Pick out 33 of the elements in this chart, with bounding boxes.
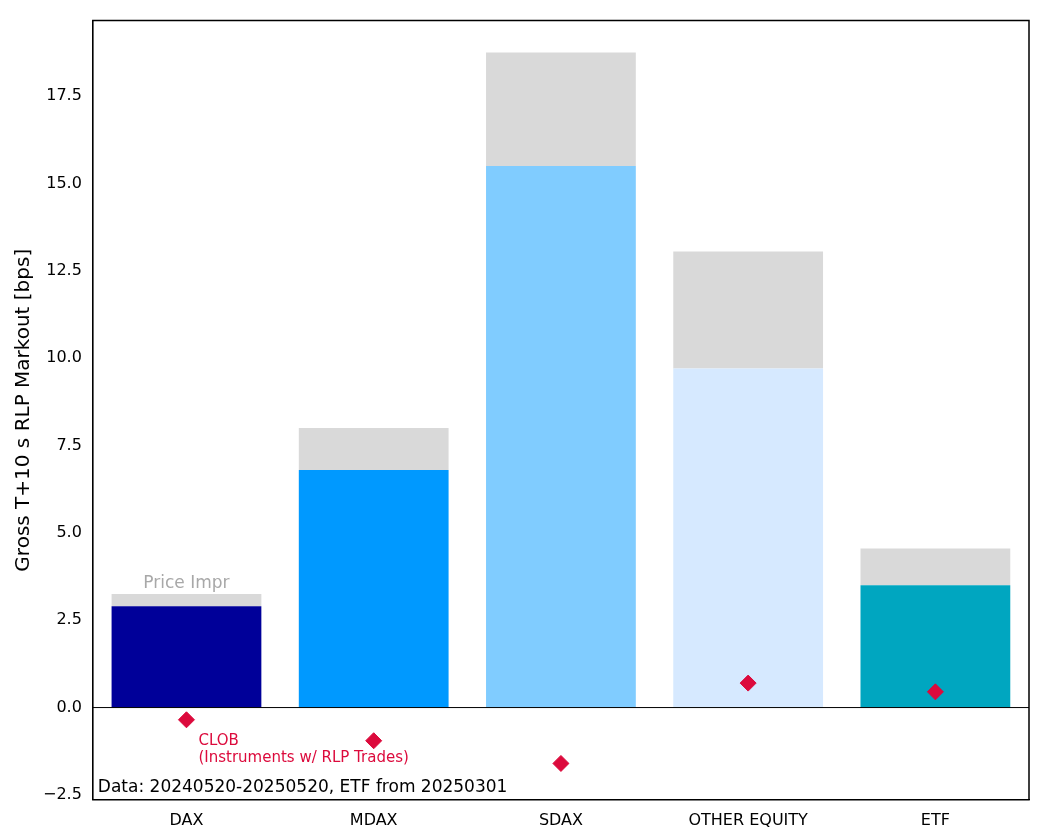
point bbox=[177, 711, 195, 729]
point bbox=[926, 683, 944, 701]
series-label: Price Impr bbox=[143, 571, 230, 592]
y-tick-label: 15.0 bbox=[46, 172, 82, 192]
x-tick-label: MDAX bbox=[349, 809, 398, 829]
x-tick-label: SDAX bbox=[538, 809, 584, 829]
y-axis-title: Gross T+10 s RLP Markout [bps] bbox=[10, 248, 35, 572]
bar bbox=[298, 428, 449, 470]
point bbox=[365, 732, 383, 750]
x-tick-label: OTHER EQUITY bbox=[688, 809, 809, 829]
series-label: CLOB (Instruments w/ RLP Trades) bbox=[198, 731, 409, 767]
bar bbox=[111, 593, 262, 607]
y-tick-label: −2.5 bbox=[42, 784, 82, 804]
y-tick-label: 7.5 bbox=[56, 434, 82, 454]
bar bbox=[673, 251, 824, 369]
y-tick-label: 10.0 bbox=[46, 347, 82, 367]
point bbox=[739, 674, 757, 692]
bar bbox=[860, 548, 1011, 586]
annotation: Data: 20240520-20250520, ETF from 20250301 bbox=[97, 775, 508, 796]
bar bbox=[111, 606, 262, 708]
y-tick-label: 12.5 bbox=[46, 259, 82, 279]
y-tick-label: 0.0 bbox=[56, 696, 82, 716]
y-tick-label: 5.0 bbox=[56, 522, 82, 541]
y-tick-label: 2.5 bbox=[56, 609, 82, 629]
x-tick-label: ETF bbox=[920, 809, 950, 829]
bar bbox=[486, 165, 636, 708]
bar bbox=[486, 52, 636, 166]
bar bbox=[860, 585, 1011, 708]
bar bbox=[298, 469, 449, 708]
bar bbox=[673, 368, 824, 708]
x-tick-label: DAX bbox=[169, 809, 204, 829]
point bbox=[552, 754, 570, 772]
y-tick-label: 17.5 bbox=[46, 85, 82, 105]
